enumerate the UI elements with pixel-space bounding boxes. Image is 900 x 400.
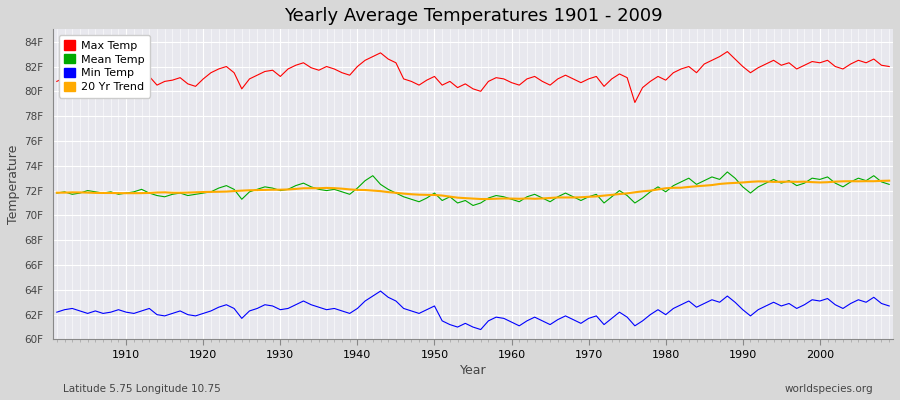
Text: worldspecies.org: worldspecies.org bbox=[785, 384, 873, 394]
X-axis label: Year: Year bbox=[460, 364, 486, 377]
Text: Latitude 5.75 Longitude 10.75: Latitude 5.75 Longitude 10.75 bbox=[63, 384, 220, 394]
Y-axis label: Temperature: Temperature bbox=[7, 145, 20, 224]
Legend: Max Temp, Mean Temp, Min Temp, 20 Yr Trend: Max Temp, Mean Temp, Min Temp, 20 Yr Tre… bbox=[58, 35, 150, 98]
Title: Yearly Average Temperatures 1901 - 2009: Yearly Average Temperatures 1901 - 2009 bbox=[284, 7, 662, 25]
